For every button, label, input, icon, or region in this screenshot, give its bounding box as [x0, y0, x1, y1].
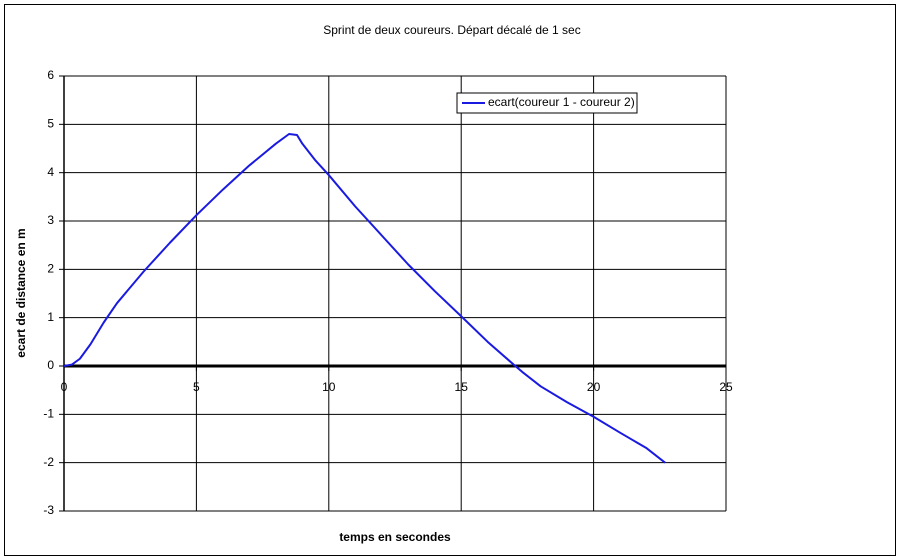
y-tick-label: 3: [47, 213, 54, 227]
legend-box: [456, 92, 638, 114]
x-axis-label: temps en secondes: [339, 530, 451, 544]
y-tick-label: 1: [47, 310, 54, 324]
y-tick-label: 0: [47, 358, 54, 372]
chart-title: Sprint de deux coureurs. Départ décalé d…: [323, 23, 580, 37]
y-tick-label: -1: [43, 407, 54, 421]
y-tick-label: -2: [43, 455, 54, 469]
y-axis-label: ecart de distance en m: [14, 228, 28, 357]
y-tick-label: -3: [43, 503, 54, 517]
chart-border: [4, 4, 896, 556]
legend-label: ecart(coureur 1 - coureur 2): [488, 95, 635, 109]
y-tick-label: 4: [47, 165, 54, 179]
y-tick-label: 2: [47, 262, 54, 276]
data-line: [63, 133, 666, 464]
y-tick-label: 5: [47, 117, 54, 131]
y-tick-label: 6: [47, 68, 54, 82]
